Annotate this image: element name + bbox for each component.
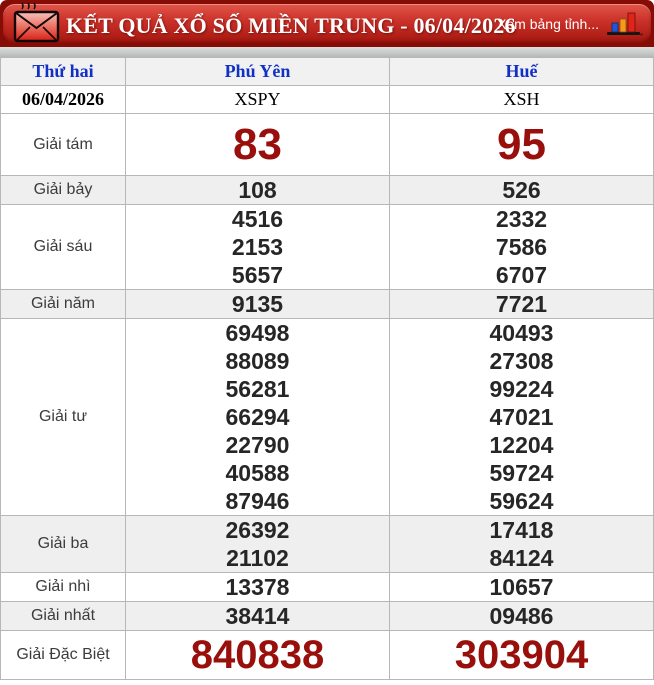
draw-date: 06/04/2026 [0,85,126,114]
prize-number: 66294 [225,404,290,430]
prize-numbers-cell: 26392 21102 [125,515,390,573]
prize-number: 2153 [231,234,284,260]
prize-row-5: Giải tư 69498 88089 56281 66294 22790 40588 879… [0,318,654,516]
prize-numbers-cell: 9135 [125,289,390,319]
prize-number: 13378 [225,574,290,600]
prize-number: 27308 [489,348,554,374]
prize-number: 21102 [226,545,289,571]
table-header-row: Thứ hai Phú Yên Huế [0,57,654,86]
prize-number: 88089 [225,348,290,374]
envelope-icon [13,1,61,45]
prize-number: 10657 [489,574,554,600]
header-right-group: Xem bảng tỉnh... [497,0,644,47]
prize-numbers-cell: 17418 84124 [389,515,654,573]
header-bar: KẾT QUẢ XỔ SỐ MIỀN TRUNG - 06/04/2026 Xe… [0,0,654,47]
prize-numbers-cell: 526 [389,175,654,205]
prize-number: 83 [233,120,282,169]
prize-numbers-cell: 40493 27308 99224 47021 12204 59724 59624 [389,318,654,516]
prize-number: 84124 [489,545,554,571]
prize-number: 09486 [489,603,554,629]
column-header-day[interactable]: Thứ hai [0,57,126,86]
prize-number: 22790 [225,432,290,458]
prize-number: 108 [238,177,277,203]
prize-number: 95 [497,120,546,169]
prize-label: Giải nhì [0,572,126,602]
prize-number: 7586 [495,234,548,260]
prize-label: Giải Đặc Biệt [0,630,126,680]
prize-numbers-cell: 108 [125,175,390,205]
prize-numbers-cell: 4516 2153 5657 [125,204,390,290]
prize-row-4: Giải năm 9135 7721 [0,289,654,319]
prize-number: 303904 [454,633,589,677]
prize-number: 5657 [231,262,284,288]
results-table: Thứ hai Phú Yên Huế 06/04/2026 XSPY XSH … [0,57,654,680]
prize-number: 840838 [190,633,325,677]
view-province-table-link[interactable]: Xem bảng tỉnh... [497,15,599,32]
prize-label: Giải bảy [0,175,126,205]
prize-number: 40493 [489,320,554,346]
prize-number: 7721 [495,291,548,317]
prize-number: 40588 [225,460,290,486]
prize-label: Giải tư [0,318,126,516]
prize-row-2: Giải bảy 108 526 [0,175,654,205]
prize-label: Giải nhất [0,601,126,631]
column-header-phu-yen[interactable]: Phú Yên [125,57,390,86]
prize-numbers-cell: 38414 [125,601,390,631]
prize-number: 38414 [225,603,290,629]
draw-code-hue: XSH [389,85,654,114]
prize-number: 12204 [489,432,554,458]
prize-number: 56281 [225,376,290,402]
header-red-band [3,4,651,43]
prize-numbers-cell: 840838 [125,630,390,680]
prize-row-7: Giải nhì 13378 10657 [0,572,654,602]
prize-numbers-cell: 95 [389,113,654,176]
column-header-hue[interactable]: Huế [389,57,654,86]
prize-row-9: Giải Đặc Biệt 840838 303904 [0,630,654,680]
prize-label: Giải tám [0,113,126,176]
page-title: KẾT QUẢ XỔ SỐ MIỀN TRUNG - 06/04/2026 [66,13,516,38]
prize-numbers-cell: 69498 88089 56281 66294 22790 40588 87946 [125,318,390,516]
prize-number: 59724 [489,460,554,486]
divider-strip [0,47,654,57]
prize-number: 47021 [489,404,554,430]
prize-number: 2332 [495,206,548,232]
prize-number: 9135 [231,291,284,317]
prize-numbers-cell: 10657 [389,572,654,602]
prize-numbers-cell: 13378 [125,572,390,602]
prize-number: 526 [502,177,541,203]
prize-numbers-cell: 09486 [389,601,654,631]
prize-number: 69498 [225,320,290,346]
prize-number: 4516 [231,206,284,232]
bar-chart-icon[interactable] [604,10,644,38]
prize-numbers-cell: 2332 7586 6707 [389,204,654,290]
prize-row-8: Giải nhất 38414 09486 [0,601,654,631]
prize-row-6: Giải ba 26392 21102 17418 84124 [0,515,654,573]
prize-row-1: Giải tám 83 95 [0,113,654,176]
prize-label: Giải năm [0,289,126,319]
draw-code-phu-yen: XSPY [125,85,390,114]
prize-numbers-cell: 83 [125,113,390,176]
prize-label: Giải sáu [0,204,126,290]
prize-number: 6707 [495,262,548,288]
prize-number: 26392 [225,517,290,543]
prize-label: Giải ba [0,515,126,573]
prize-number: 59624 [489,488,554,514]
prize-number: 17418 [489,517,554,543]
prize-numbers-cell: 7721 [389,289,654,319]
prize-number: 87946 [225,488,290,514]
prize-number: 99224 [489,376,554,402]
prize-numbers-cell: 303904 [389,630,654,680]
prize-row-3: Giải sáu 4516 2153 5657 2332 7586 6707 [0,204,654,290]
date-row: 06/04/2026 XSPY XSH [0,85,654,114]
